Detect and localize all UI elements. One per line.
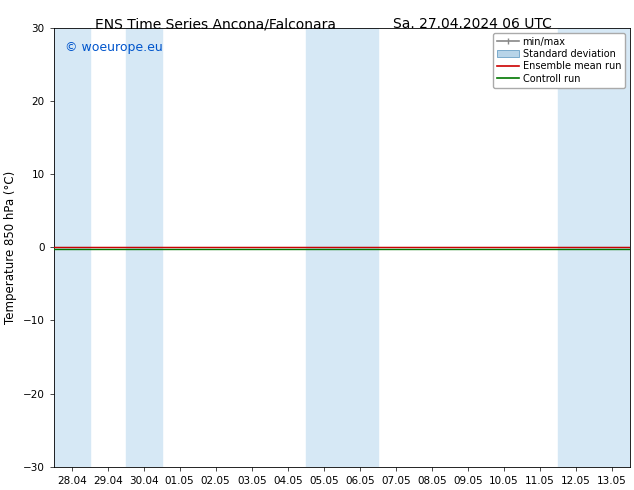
Y-axis label: Temperature 850 hPa (°C): Temperature 850 hPa (°C) (4, 171, 17, 324)
Bar (54, 28, 89, 467)
Bar (126, 28, 162, 467)
Text: Sa. 27.04.2024 06 UTC: Sa. 27.04.2024 06 UTC (393, 17, 552, 31)
Bar (306, 28, 378, 467)
Legend: min/max, Standard deviation, Ensemble mean run, Controll run: min/max, Standard deviation, Ensemble me… (493, 33, 625, 88)
Bar (558, 28, 630, 467)
Text: ENS Time Series Ancona/Falconara: ENS Time Series Ancona/Falconara (95, 17, 336, 31)
Text: © woeurope.eu: © woeurope.eu (65, 41, 163, 54)
